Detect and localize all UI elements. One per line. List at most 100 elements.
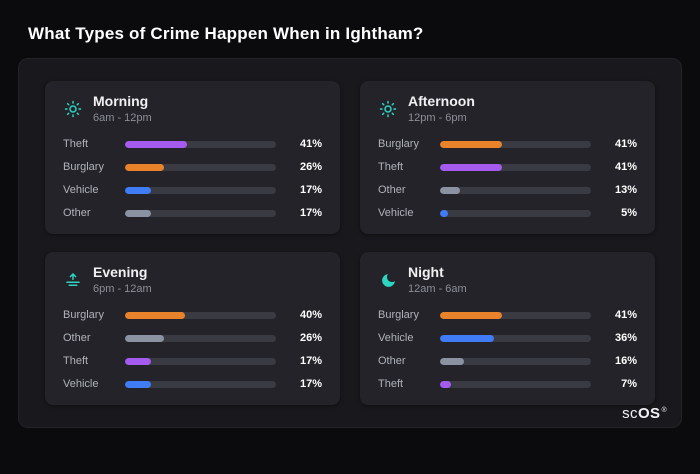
bar-fill — [125, 209, 151, 217]
crime-bar-row: Theft 41% — [378, 160, 637, 174]
bar-fill — [125, 357, 151, 365]
percentage-label: 13% — [614, 184, 637, 197]
percentage-label: 5% — [621, 207, 637, 220]
crime-type-label: Theft — [378, 161, 404, 174]
crime-type-label: Theft — [378, 378, 404, 391]
crime-type-label: Other — [63, 332, 91, 345]
crime-bar-row: Vehicle 17% — [63, 183, 322, 197]
percentage-label: 7% — [621, 378, 637, 391]
bar-fill — [440, 209, 448, 217]
scos-logo: scOS® — [622, 405, 667, 422]
card-header: Afternoon 12pm - 6pm — [378, 93, 637, 125]
bar-fill — [440, 311, 502, 319]
bar-fill — [125, 186, 151, 194]
bar-fill — [125, 334, 165, 342]
card-header: Night 12am - 6am — [378, 264, 637, 296]
page-title: What Types of Crime Happen When in Ighth… — [28, 24, 424, 43]
bar-fill — [125, 163, 165, 171]
card-title: Night — [408, 264, 444, 280]
bar-fill — [440, 357, 465, 365]
bar-track — [440, 357, 591, 365]
bar-fill — [440, 186, 460, 194]
bar-track — [125, 311, 276, 319]
percentage-label: 41% — [299, 138, 322, 151]
crime-bar-row: Burglary 26% — [63, 160, 322, 174]
bar-track — [125, 209, 276, 217]
crime-bar-row: Vehicle 17% — [63, 377, 322, 391]
crime-type-label: Burglary — [63, 309, 104, 322]
crime-bar-row: Vehicle 36% — [378, 331, 637, 345]
percentage-label: 41% — [614, 138, 637, 151]
crime-bar-row: Other 26% — [63, 331, 322, 345]
bar-fill — [440, 140, 502, 148]
crime-bar-row: Other 13% — [378, 183, 637, 197]
sun-icon — [63, 99, 83, 119]
crime-bar-row: Burglary 40% — [63, 308, 322, 322]
bar-fill — [125, 311, 186, 319]
bar-track — [125, 380, 276, 388]
bar-track — [125, 140, 276, 148]
card-time-range: 6pm - 12am — [93, 283, 152, 296]
bar-track — [440, 163, 591, 171]
crime-bar-row: Burglary 41% — [378, 308, 637, 322]
crime-type-label: Other — [378, 184, 406, 197]
crime-bar-row: Theft 7% — [378, 377, 637, 391]
bar-track — [125, 334, 276, 342]
percentage-label: 17% — [299, 378, 322, 391]
percentage-label: 26% — [299, 161, 322, 174]
crime-type-label: Theft — [63, 355, 89, 368]
bar-fill — [440, 334, 495, 342]
crime-bar-row: Other 16% — [378, 354, 637, 368]
crime-type-label: Vehicle — [378, 207, 414, 220]
card-title: Morning — [93, 93, 149, 109]
bar-fill — [125, 380, 151, 388]
card-header: Evening 6pm - 12am — [63, 264, 322, 296]
scos-logo-part1: sc — [622, 405, 638, 422]
percentage-label: 41% — [614, 161, 637, 174]
moon-icon — [378, 270, 398, 290]
crime-bar-row: Theft 17% — [63, 354, 322, 368]
crime-type-label: Vehicle — [63, 184, 99, 197]
crime-type-label: Vehicle — [63, 378, 99, 391]
percentage-label: 36% — [614, 332, 637, 345]
bar-fill — [125, 140, 187, 148]
registered-trademark-symbol: ® — [661, 407, 667, 414]
bar-track — [440, 311, 591, 319]
bar-track — [125, 186, 276, 194]
card-time-range: 12pm - 6pm — [408, 112, 467, 125]
bar-track — [440, 140, 591, 148]
percentage-label: 40% — [299, 309, 322, 322]
card-time-range: 12am - 6am — [408, 283, 467, 296]
crime-bar-row: Theft 41% — [63, 137, 322, 151]
sunset-icon — [63, 270, 83, 290]
evening-card: Evening 6pm - 12am Burglary 40% Other 26… — [45, 252, 340, 405]
card-header: Morning 6am - 12pm — [63, 93, 322, 125]
crime-type-label: Other — [378, 355, 406, 368]
bar-fill — [440, 380, 451, 388]
bar-track — [440, 186, 591, 194]
card-title: Afternoon — [408, 93, 475, 109]
crime-type-label: Burglary — [378, 138, 419, 151]
percentage-label: 17% — [299, 184, 322, 197]
crime-bar-row: Burglary 41% — [378, 137, 637, 151]
bar-fill — [440, 163, 502, 171]
bar-track — [440, 380, 591, 388]
crime-bar-row: Other 17% — [63, 206, 322, 220]
card-title: Evening — [93, 264, 148, 280]
crime-type-label: Burglary — [378, 309, 419, 322]
crime-type-label: Other — [63, 207, 91, 220]
morning-card: Morning 6am - 12pm Theft 41% Burglary 26… — [45, 81, 340, 234]
percentage-label: 26% — [299, 332, 322, 345]
bar-track — [440, 209, 591, 217]
crime-type-label: Burglary — [63, 161, 104, 174]
bar-track — [125, 163, 276, 171]
percentage-label: 41% — [614, 309, 637, 322]
afternoon-card: Afternoon 12pm - 6pm Burglary 41% Theft … — [360, 81, 655, 234]
percentage-label: 16% — [614, 355, 637, 368]
sun-icon — [378, 99, 398, 119]
bar-track — [440, 334, 591, 342]
percentage-label: 17% — [299, 355, 322, 368]
night-card: Night 12am - 6am Burglary 41% Vehicle 36… — [360, 252, 655, 405]
card-time-range: 6am - 12pm — [93, 112, 152, 125]
percentage-label: 17% — [299, 207, 322, 220]
